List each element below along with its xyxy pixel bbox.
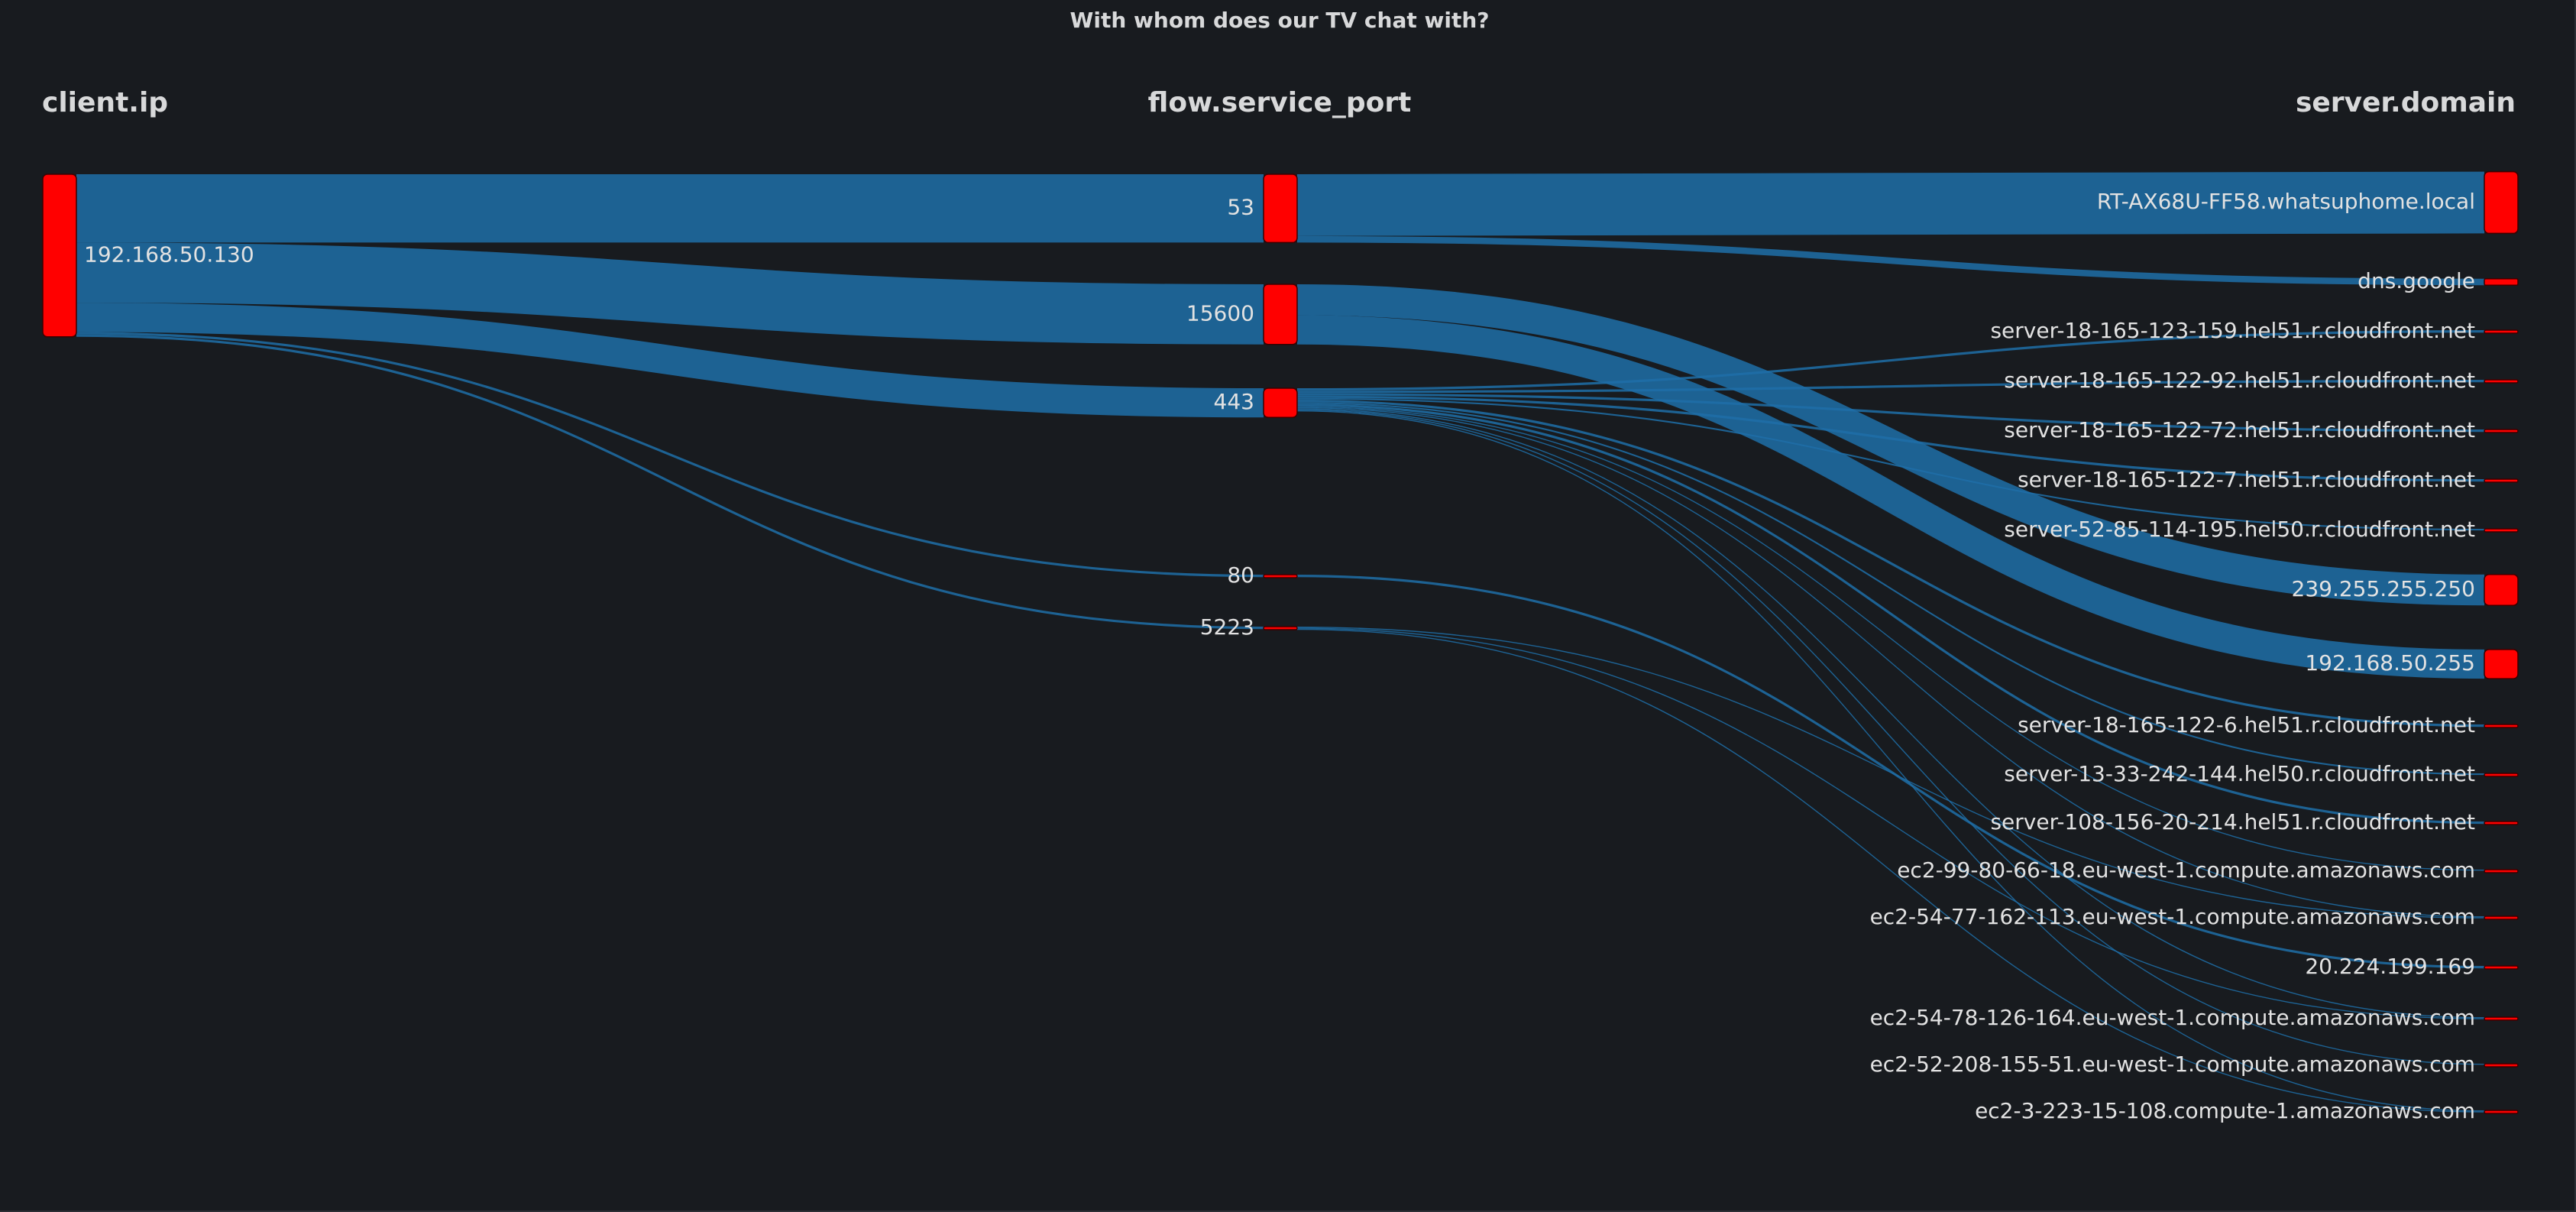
column-header-service-port: flow.service_port [1147, 87, 1412, 118]
sankey-link-192-168-50-130-to-15600[interactable] [76, 242, 1264, 345]
sankey-link-15600-to-239-255-255-250[interactable] [1296, 284, 2485, 606]
sankey-node-label: ec2-3-223-15-108.compute-1.amazonaws.com [1975, 1098, 2475, 1123]
column-header-server-domain: server.domain [2295, 87, 2516, 118]
sankey-node-label: 5223 [1200, 614, 1254, 640]
sankey-link-443-to-server-18-165-123-159-hel51-r-cloudfront-net[interactable] [1296, 330, 2485, 391]
sankey-node-label: ec2-99-80-66-18.eu-west-1.compute.amazon… [1897, 857, 2475, 883]
sankey-node-label: 20.224.199.169 [2305, 954, 2475, 979]
sankey-link-192-168-50-130-to-443[interactable] [76, 303, 1264, 418]
sankey-link-5223-to-ec2-54-77-162-113-eu-west-1-compute-amazonaws-com[interactable] [1296, 627, 2485, 919]
sankey-node-239-255-255-250[interactable] [2484, 574, 2519, 606]
sankey-node-192-168-50-255[interactable] [2484, 649, 2519, 679]
sankey-node-server-18-165-123-159-hel51-r-cloudfront-net[interactable] [2484, 329, 2519, 334]
sankey-link-443-to-server-18-165-122-92-hel51-r-cloudfront-net[interactable] [1296, 380, 2485, 394]
sankey-link-443-to-ec2-52-208-155-51-eu-west-1-compute-amazonaws-com[interactable] [1296, 409, 2485, 1065]
sankey-node-label: ec2-54-77-162-113.eu-west-1.compute.amaz… [1870, 904, 2475, 929]
sankey-link-53-to-rt-ax68u-ff58-whatsuphome-local[interactable] [1296, 171, 2485, 236]
sankey-node-label: server-13-33-242-144.hel50.r.cloudfront.… [2004, 761, 2475, 786]
sankey-node-server-13-33-242-144-hel50-r-cloudfront-net[interactable] [2484, 773, 2519, 777]
sankey-node-ec2-3-223-15-108-compute-1-amazonaws-com[interactable] [2484, 1110, 2519, 1114]
sankey-node-server-18-165-122-6-hel51-r-cloudfront-net[interactable] [2484, 724, 2519, 728]
sankey-node-label: 239.255.255.250 [2292, 576, 2475, 601]
column-header-client-ip: client.ip [42, 87, 169, 118]
sankey-node-80[interactable] [1263, 574, 1298, 578]
sankey-link-443-to-ec2-99-80-66-18-eu-west-1-compute-amazonaws-com[interactable] [1296, 406, 2485, 871]
sankey-node-label: 443 [1214, 389, 1254, 414]
sankey-node-label: 192.168.50.130 [84, 241, 254, 267]
sankey-node-server-108-156-20-214-hel51-r-cloudfront-net[interactable] [2484, 821, 2519, 825]
sankey-node-443[interactable] [1263, 387, 1298, 419]
sankey-node-label: server-108-156-20-214.hel51.r.cloudfront… [1990, 809, 2475, 834]
sankey-node-label: RT-AX68U-FF58.whatsuphome.local [2097, 189, 2475, 214]
labels-layer: 53 80 443 5223 15600 192.168.50.130 RT-AX68U-F… [84, 189, 2475, 1123]
sankey-node-label: ec2-54-78-126-164.eu-west-1.compute.amaz… [1870, 1005, 2475, 1030]
sankey-node-label: 53 [1227, 195, 1254, 220]
sankey-node-20-224-199-169[interactable] [2484, 965, 2519, 970]
sankey-node-53[interactable] [1263, 173, 1298, 244]
sankey-node-label: 80 [1227, 562, 1254, 588]
sankey-node-label: server-18-165-122-72.hel51.r.cloudfront.… [2004, 417, 2475, 442]
sankey-node-ec2-54-78-126-164-eu-west-1-compute-amazonaws-com[interactable] [2484, 1016, 2519, 1021]
sankey-node-server-52-85-114-195-hel50-r-cloudfront-net[interactable] [2484, 528, 2519, 533]
sankey-link-443-to-server-52-85-114-195-hel50-r-cloudfront-net[interactable] [1296, 397, 2485, 531]
sankey-node-5223[interactable] [1263, 626, 1298, 630]
nodes-layer [42, 170, 2519, 1114]
sankey-node-server-18-165-122-7-hel51-r-cloudfront-net[interactable] [2484, 478, 2519, 483]
sankey-link-80-to-20-224-199-169[interactable] [1296, 575, 2485, 969]
sankey-node-ec2-99-80-66-18-eu-west-1-compute-amazonaws-com[interactable] [2484, 869, 2519, 873]
sankey-link-443-to-server-108-156-20-214-hel51-r-cloudfront-net[interactable] [1296, 403, 2485, 825]
links-layer [76, 171, 2485, 1113]
sankey-node-label: server-18-165-122-7.hel51.r.cloudfront.n… [2018, 467, 2475, 492]
sankey-link-443-to-ec2-3-223-15-108-compute-1-amazonaws-com[interactable] [1296, 410, 2485, 1112]
sankey-link-443-to-server-18-165-122-72-hel51-r-cloudfront-net[interactable] [1296, 393, 2485, 433]
sankey-link-443-to-ec2-54-77-162-113-eu-west-1-compute-amazonaws-com[interactable] [1296, 407, 2485, 918]
sankey-node-label: 15600 [1186, 300, 1254, 326]
sankey-node-ec2-52-208-155-51-eu-west-1-compute-amazonaws-com[interactable] [2484, 1063, 2519, 1068]
sankey-node-label: server-18-165-122-92.hel51.r.cloudfront.… [2004, 368, 2475, 393]
sankey-node-server-18-165-122-72-hel51-r-cloudfront-net[interactable] [2484, 429, 2519, 433]
sankey-link-53-to-dns-google[interactable] [1296, 235, 2485, 286]
sankey-node-dns-google[interactable] [2484, 277, 2519, 287]
sankey-node-192-168-50-130[interactable] [42, 173, 77, 338]
sankey-node-label: 192.168.50.255 [2305, 650, 2475, 676]
sankey-link-192-168-50-130-to-5223[interactable] [76, 334, 1264, 630]
sankey-node-label: server-18-165-122-6.hel51.r.cloudfront.n… [2018, 712, 2475, 737]
sankey-node-label: server-52-85-114-195.hel50.r.cloudfront.… [2004, 517, 2475, 542]
sankey-link-15600-to-192-168-50-255[interactable] [1296, 315, 2485, 679]
sankey-node-rt-ax68u-ff58-whatsuphome-local[interactable] [2484, 170, 2519, 235]
sankey-node-label: server-18-165-123-159.hel51.r.cloudfront… [1990, 318, 2475, 343]
sankey-link-443-to-ec2-54-78-126-164-eu-west-1-compute-amazonaws-com[interactable] [1296, 408, 2485, 1019]
sankey-node-server-18-165-122-92-hel51-r-cloudfront-net[interactable] [2484, 379, 2519, 384]
sankey-link-5223-to-ec2-54-78-126-164-eu-west-1-compute-amazonaws-com[interactable] [1296, 627, 2485, 1019]
sankey-link-192-168-50-130-to-80[interactable] [76, 332, 1264, 578]
sankey-link-5223-to-ec2-3-223-15-108-compute-1-amazonaws-com[interactable] [1296, 628, 2485, 1113]
sankey-link-443-to-server-18-165-122-6-hel51-r-cloudfront-net[interactable] [1296, 399, 2485, 728]
panel-title: With whom does our TV chat with? [1070, 8, 1490, 33]
sankey-link-443-to-server-18-165-122-7-hel51-r-cloudfront-net[interactable] [1296, 395, 2485, 482]
sankey-node-15600[interactable] [1263, 284, 1298, 345]
sankey-node-label: dns.google [2358, 268, 2475, 293]
sankey-node-ec2-54-77-162-113-eu-west-1-compute-amazonaws-com[interactable] [2484, 915, 2519, 920]
sankey-node-label: ec2-52-208-155-51.eu-west-1.compute.amaz… [1870, 1052, 2475, 1077]
sankey-link-443-to-server-13-33-242-144-hel50-r-cloudfront-net[interactable] [1296, 402, 2485, 776]
